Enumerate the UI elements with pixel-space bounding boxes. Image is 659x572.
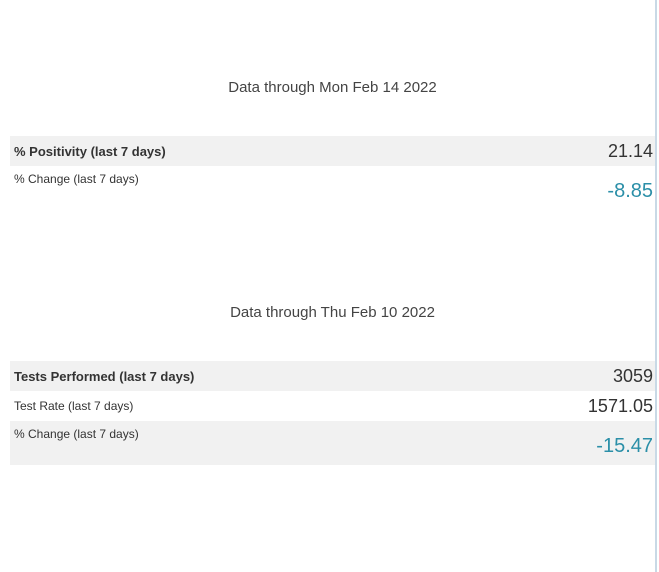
metric-value: -8.85 xyxy=(607,180,653,202)
metric-label: Test Rate (last 7 days) xyxy=(14,399,134,413)
section: Data through Mon Feb 14 2022 % Positivity… xyxy=(10,78,655,210)
metric-table: % Positivity (last 7 days) 21.14 % Change … xyxy=(10,136,655,210)
metric-row: Tests Performed (last 7 days) 3059 xyxy=(10,361,655,391)
metric-label: % Change (last 7 days) xyxy=(14,427,139,441)
metric-row: % Change (last 7 days) -15.47 xyxy=(10,421,655,465)
metric-value: -15.47 xyxy=(596,435,653,457)
section-title: Data through Thu Feb 10 2022 xyxy=(230,304,435,321)
metric-label: Tests Performed (last 7 days) xyxy=(14,368,195,384)
metric-row: Test Rate (last 7 days) 1571.05 xyxy=(10,391,655,421)
metric-row: % Positivity (last 7 days) 21.14 xyxy=(10,136,655,166)
metric-label: % Positivity (last 7 days) xyxy=(14,143,166,159)
metric-value: 21.14 xyxy=(607,140,653,161)
metric-table: Tests Performed (last 7 days) 3059 Test Ra… xyxy=(10,361,655,465)
metric-value: 3059 xyxy=(612,365,653,386)
section-title: Data through Mon Feb 14 2022 xyxy=(228,79,437,96)
metric-row: % Change (last 7 days) -8.85 xyxy=(10,166,655,210)
metric-label: % Change (last 7 days) xyxy=(14,172,139,186)
metric-value: 1571.05 xyxy=(587,395,653,416)
section: Data through Thu Feb 10 2022 Tests Perfor… xyxy=(10,303,655,465)
